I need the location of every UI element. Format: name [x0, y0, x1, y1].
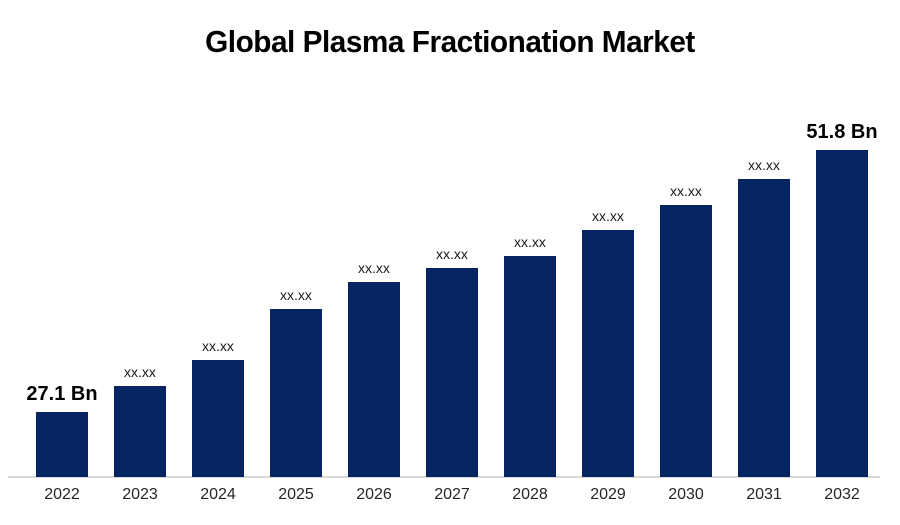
- x-tick-2027: 2027: [434, 486, 470, 503]
- x-tick-2026: 2026: [356, 486, 392, 503]
- x-tick-2030: 2030: [668, 486, 704, 503]
- x-tick-2024: 2024: [200, 486, 236, 503]
- bar-value-label-2031: xx.xx: [748, 157, 780, 173]
- x-tick-2028: 2028: [512, 486, 548, 503]
- bar-2023: [114, 386, 166, 477]
- bar-2029: [582, 230, 634, 477]
- bar-value-label-2023: xx.xx: [124, 364, 156, 380]
- x-tick-2032: 2032: [824, 486, 860, 503]
- bar-value-label-2032: 51.8 Bn: [806, 121, 878, 143]
- chart-title: Global Plasma Fractionation Market: [205, 24, 695, 59]
- bar-2030: [660, 205, 712, 477]
- bar-value-label-2030: xx.xx: [670, 183, 702, 199]
- bar-value-label-2026: xx.xx: [358, 260, 390, 276]
- bar-value-label-2029: xx.xx: [592, 208, 624, 224]
- bar-2022: [36, 412, 88, 477]
- bar-value-label-2028: xx.xx: [514, 234, 546, 250]
- x-tick-2022: 2022: [44, 486, 80, 503]
- x-tick-2031: 2031: [746, 486, 782, 503]
- bar-value-label-2024: xx.xx: [202, 338, 234, 354]
- x-tick-2029: 2029: [590, 486, 626, 503]
- bar-2024: [192, 360, 244, 477]
- x-tick-2023: 2023: [122, 486, 158, 503]
- x-axis-line: [8, 476, 880, 478]
- bar-2025: [270, 309, 322, 477]
- bar-2032: [816, 150, 868, 477]
- bar-2028: [504, 256, 556, 477]
- bar-value-label-2022: 27.1 Bn: [26, 383, 98, 405]
- bar-value-label-2027: xx.xx: [436, 246, 468, 262]
- bar-2026: [348, 282, 400, 477]
- bar-value-label-2025: xx.xx: [280, 287, 312, 303]
- x-tick-2025: 2025: [278, 486, 314, 503]
- bar-2031: [738, 179, 790, 477]
- bar-2027: [426, 268, 478, 477]
